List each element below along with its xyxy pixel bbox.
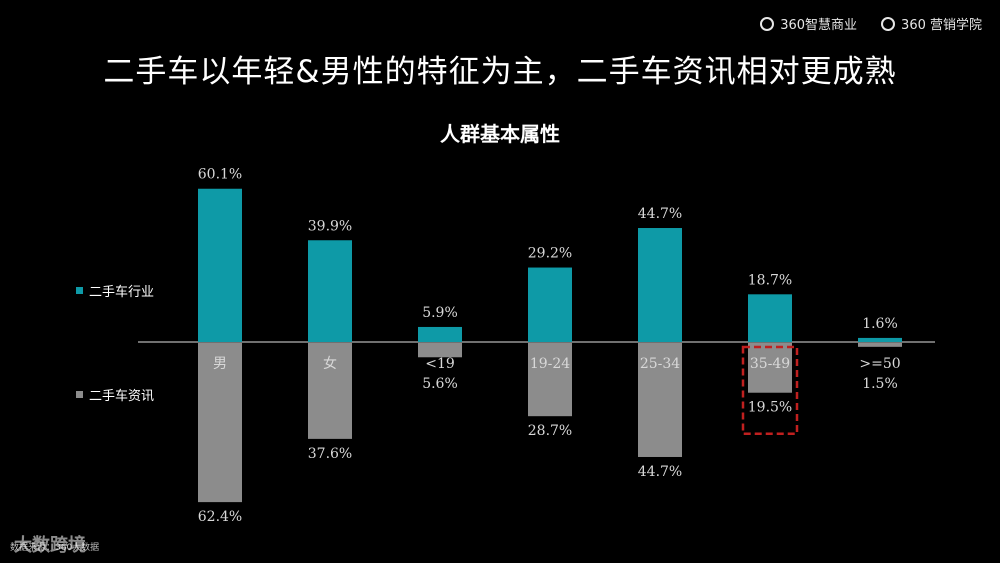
label-news-6: 1.5% (862, 376, 898, 392)
label-industry-1: 39.9% (308, 218, 352, 234)
bar-news-3 (528, 343, 572, 417)
source-note: 数据来源：360大数据 (10, 543, 100, 553)
legend-swatch-news (76, 391, 83, 398)
watermark: 大数跨境 (14, 535, 86, 556)
label-industry-2: 5.9% (422, 305, 458, 321)
bar-industry-6 (858, 337, 902, 342)
bar-news-5 (748, 343, 792, 393)
bar-news-2 (418, 343, 462, 358)
brand-left: 360智慧商业 (780, 18, 858, 33)
label-industry-0: 60.1% (198, 167, 242, 183)
bar-news-4 (638, 343, 682, 457)
bar-news-1 (308, 343, 352, 439)
label-news-5: 19.5% (748, 400, 792, 416)
highlight-box (741, 345, 799, 435)
label-news-4: 44.7% (638, 464, 682, 480)
label-news-1: 37.6% (308, 446, 352, 462)
tick-label-5: 35-49 (750, 356, 790, 372)
legend-label-news: 二手车资讯 (89, 389, 155, 404)
tick-label-6: >=50 (859, 356, 900, 372)
bar-news-6 (858, 343, 902, 347)
page-title: 二手车以年轻&男性的特征为主，二手车资讯相对更成熟 (103, 54, 897, 90)
label-industry-4: 44.7% (638, 206, 682, 222)
bar-news-0 (198, 343, 242, 503)
label-industry-5: 18.7% (748, 272, 792, 288)
chart-subtitle: 人群基本属性 (440, 122, 560, 146)
bar-industry-1 (308, 240, 352, 342)
brand-right: 360 营销学院 (901, 18, 982, 33)
bar-industry-0 (198, 188, 242, 342)
tick-label-0: 男 (213, 356, 227, 372)
label-news-0: 62.4% (198, 509, 242, 525)
label-industry-3: 29.2% (528, 246, 572, 262)
bar-industry-2 (418, 326, 462, 342)
flower-logo-icon (760, 16, 775, 31)
bar-industry-5 (748, 294, 792, 342)
tick-label-3: 19-24 (530, 356, 570, 372)
bar-industry-3 (528, 267, 572, 342)
legend-label-industry: 二手车行业 (89, 285, 155, 300)
tick-label-4: 25-34 (640, 356, 680, 372)
label-news-2: 5.6% (422, 376, 458, 392)
legend-news: 二手车资讯 (76, 385, 154, 404)
brand-logo: 360智慧商业 360 营销学院 (760, 14, 982, 33)
label-industry-6: 1.6% (862, 316, 898, 332)
legend-industry: 二手车行业 (76, 281, 154, 300)
circle-logo-icon (881, 16, 896, 31)
legend-swatch-industry (76, 287, 83, 294)
tick-label-1: 女 (323, 355, 337, 372)
tick-label-2: <19 (425, 356, 455, 372)
bar-industry-4 (638, 228, 682, 342)
label-news-3: 28.7% (528, 423, 572, 439)
